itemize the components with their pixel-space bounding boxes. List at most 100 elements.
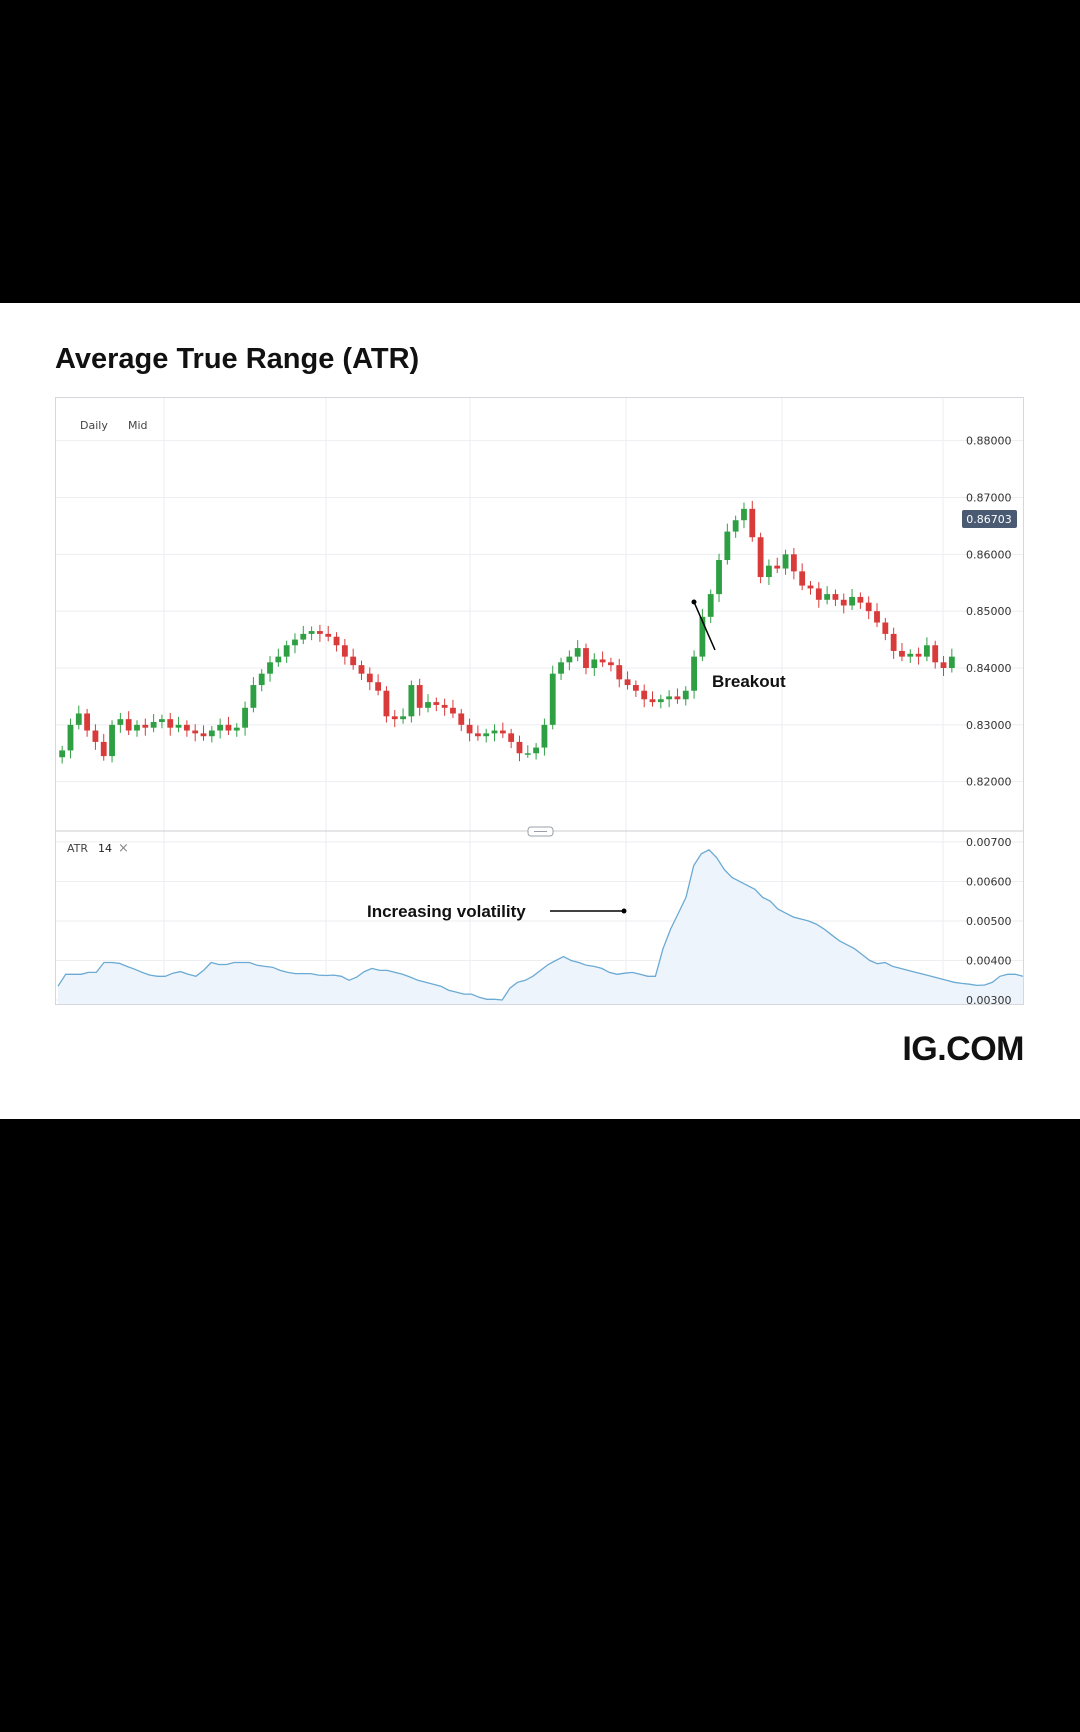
candle-body [699, 616, 706, 657]
candle-body [75, 713, 82, 725]
candle-body [558, 662, 564, 674]
pane-resize-handle[interactable] [527, 826, 554, 837]
candle-body [807, 585, 814, 589]
candle-body [208, 730, 215, 737]
candle-body [899, 650, 905, 657]
candle-body [749, 508, 756, 538]
candle-body [566, 656, 573, 663]
candle-body [707, 594, 714, 617]
candle-body [533, 747, 540, 754]
candle-body [300, 633, 307, 640]
price-tick-label: 0.85000 [966, 605, 1012, 618]
atr-tick-label: 0.00300 [966, 994, 1012, 1004]
indicator-period: 14 [98, 842, 112, 855]
candle-body [150, 722, 157, 728]
candle-body [932, 645, 939, 663]
indicator-name: ATR [67, 842, 88, 855]
candle-body [599, 659, 606, 663]
atr-line [57, 849, 1023, 1001]
atr-series [57, 849, 1023, 1004]
candle-body [508, 733, 515, 742]
candle-body [183, 724, 190, 731]
candle-body [790, 554, 797, 572]
candle-body [458, 713, 465, 725]
chart-svg: 0.88000 0.87000 0.86000 0.85000 0.84000 0.830… [56, 398, 1023, 1004]
atr-tick-label: 0.00700 [966, 836, 1012, 849]
candle-body [400, 716, 406, 720]
candle-body [200, 733, 207, 737]
volatility-dot [621, 908, 627, 914]
candle-body [907, 653, 914, 657]
price-tick-label: 0.83000 [966, 719, 1012, 732]
volatility-annotation: Increasing volatility [367, 902, 627, 921]
candle-body [890, 633, 897, 651]
atr-tick-label: 0.00500 [966, 915, 1012, 928]
candle-body [474, 733, 481, 737]
candle-body [408, 685, 415, 717]
candle-body [466, 724, 473, 734]
candle-body [109, 724, 115, 757]
candle-body [225, 724, 232, 731]
candle-body [524, 753, 531, 755]
price-axis: 0.88000 0.87000 0.86000 0.85000 0.84000 0.830… [966, 435, 1012, 789]
close-indicator-icon[interactable]: × [118, 841, 129, 856]
candle-body [591, 659, 598, 668]
candle-body [940, 662, 947, 668]
candle-body [84, 713, 91, 731]
candle-body [499, 730, 506, 734]
candle-body [317, 631, 323, 634]
candle-body [258, 673, 265, 686]
breakout-dot [691, 599, 697, 605]
candle-body [159, 719, 165, 722]
chart-frame: 0.88000 0.87000 0.86000 0.85000 0.84000 0.830… [55, 397, 1024, 1005]
candle-body [134, 724, 140, 731]
candle-body [275, 656, 282, 663]
interval-label[interactable]: Daily [80, 419, 108, 432]
candle-body [874, 611, 880, 623]
candle-body [923, 645, 930, 657]
candle-body [192, 730, 199, 734]
candle-body [59, 750, 66, 758]
price-tick-label: 0.88000 [966, 435, 1012, 448]
candle-body [724, 531, 731, 560]
price-tick-label: 0.86000 [966, 548, 1012, 561]
candle-body [732, 520, 739, 532]
candle-body [67, 724, 74, 751]
candle-body [242, 707, 248, 728]
candle-body [117, 719, 124, 725]
candle-body [175, 724, 182, 728]
candle-body [608, 662, 614, 666]
candle-body [649, 699, 656, 703]
price-type-label[interactable]: Mid [128, 419, 148, 432]
candle-body [391, 716, 398, 720]
candle-body [741, 508, 747, 521]
candle-body [383, 690, 390, 717]
breakout-annotation: Breakout [691, 599, 786, 691]
candle-body [416, 685, 423, 708]
atr-tick-label: 0.00400 [966, 955, 1012, 968]
candle-body [624, 679, 631, 686]
candle-body [541, 724, 548, 748]
candle-body [250, 685, 257, 708]
candle-body [766, 565, 772, 578]
candle-body [125, 719, 132, 731]
breakout-label: Breakout [712, 672, 786, 691]
candle-body [167, 719, 174, 728]
candle-body [350, 656, 357, 666]
candle-body [100, 741, 107, 757]
candle-body [358, 665, 365, 674]
candle-body [915, 653, 922, 657]
candle-body [441, 704, 448, 708]
candle-body [483, 733, 490, 737]
price-tick-label: 0.84000 [966, 662, 1012, 675]
volatility-label: Increasing volatility [367, 902, 526, 921]
candle-body [549, 673, 556, 725]
candle-body [217, 724, 224, 731]
candle-body [682, 690, 689, 700]
candle-body [657, 699, 664, 703]
candle-body [840, 599, 847, 606]
candle-body [325, 633, 332, 637]
candle-body [799, 571, 806, 586]
candle-body [433, 702, 440, 705]
candle-body [857, 596, 864, 603]
